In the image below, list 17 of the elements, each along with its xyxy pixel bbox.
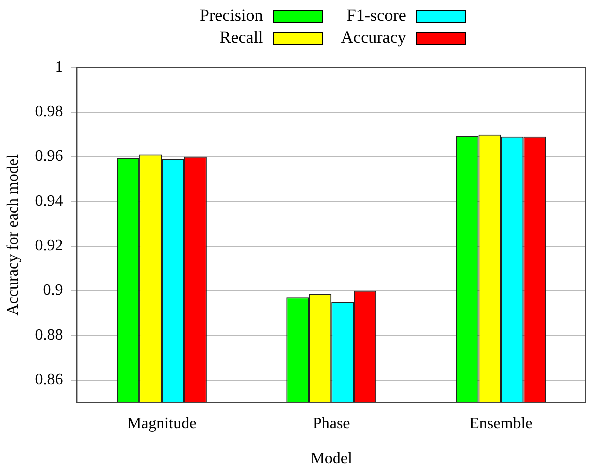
legend-label: Precision xyxy=(200,6,264,26)
y-tick-label: 0.98 xyxy=(35,103,64,120)
y-tick-label: 0.88 xyxy=(35,326,64,344)
y-tick-label: 0.96 xyxy=(35,148,64,166)
legend-label: F1-score xyxy=(346,6,406,26)
x-tick-label: Magnitude xyxy=(127,415,197,432)
x-tick-label: Ensemble xyxy=(470,415,533,432)
y-tick-label: 0.86 xyxy=(35,371,64,388)
y-tick-label: 1 xyxy=(55,58,64,76)
x-axis-title: Model xyxy=(310,450,354,468)
y-tick-label: 0.92 xyxy=(35,237,64,254)
y-axis-title: Accuracy for each model xyxy=(4,154,22,316)
y-tick-label: 0.9 xyxy=(43,282,64,300)
legend-label: Accuracy xyxy=(341,28,406,48)
x-tick-label: Phase xyxy=(312,415,350,432)
y-tick-label: 0.94 xyxy=(35,192,64,210)
legend-label: Recall xyxy=(220,28,264,48)
